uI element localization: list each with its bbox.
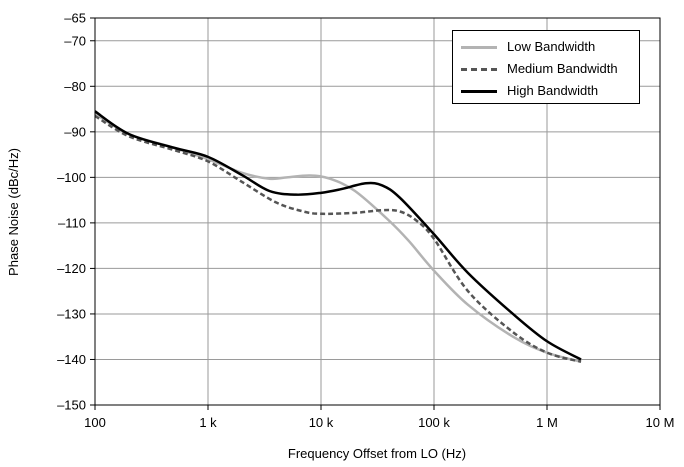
y-tick-labels: –65 –70 –80 –90 –100 –110 –120 –130 –140 –150	[57, 11, 86, 413]
x-tick-label: 100 k	[418, 415, 450, 430]
y-tick-label: –100	[57, 170, 86, 185]
y-axis-label: Phase Noise (dBc/Hz)	[6, 148, 21, 276]
series-line-high-bandwidth	[94, 110, 582, 361]
y-tick-label: –110	[58, 215, 86, 230]
series-line-medium-bandwidth	[94, 114, 582, 363]
plot-frame	[94, 17, 661, 406]
legend-item-medium-bandwidth: Medium Bandwidth	[453, 59, 639, 79]
y-tick-label: –120	[57, 261, 86, 276]
y-tick-label: –140	[57, 352, 86, 367]
legend: Low Bandwidth Medium Bandwidth High Band…	[452, 30, 640, 104]
x-tick-labels: 100 1 k 10 k 100 k 1 M 10 M	[84, 415, 674, 430]
legend-item-low-bandwidth: Low Bandwidth	[453, 37, 639, 57]
legend-swatch-high	[461, 90, 497, 93]
x-tick-label: 10 k	[309, 415, 334, 430]
x-tick-label: 1 M	[536, 415, 558, 430]
legend-swatch-low	[461, 46, 497, 49]
y-tick-label: –70	[64, 33, 86, 48]
series-line-low-bandwidth	[94, 112, 582, 363]
y-tick-label: –150	[57, 398, 86, 413]
legend-item-high-bandwidth: High Bandwidth	[453, 81, 639, 101]
series-lines	[94, 110, 582, 363]
x-tick-label: 10 M	[646, 415, 675, 430]
y-tick-label: –90	[64, 124, 86, 139]
x-tick-label: 100	[84, 415, 106, 430]
y-tick-label: –65	[64, 11, 86, 26]
legend-label-low: Low Bandwidth	[507, 39, 596, 54]
axis-ticks	[90, 17, 661, 410]
legend-label-medium: Medium Bandwidth	[507, 61, 618, 76]
legend-swatch-medium	[461, 68, 497, 71]
legend-label-high: High Bandwidth	[507, 83, 599, 98]
x-axis-label: Frequency Offset from LO (Hz)	[288, 446, 466, 461]
x-tick-label: 1 k	[199, 415, 217, 430]
y-tick-label: –80	[64, 79, 86, 94]
y-tick-label: –130	[57, 306, 86, 321]
